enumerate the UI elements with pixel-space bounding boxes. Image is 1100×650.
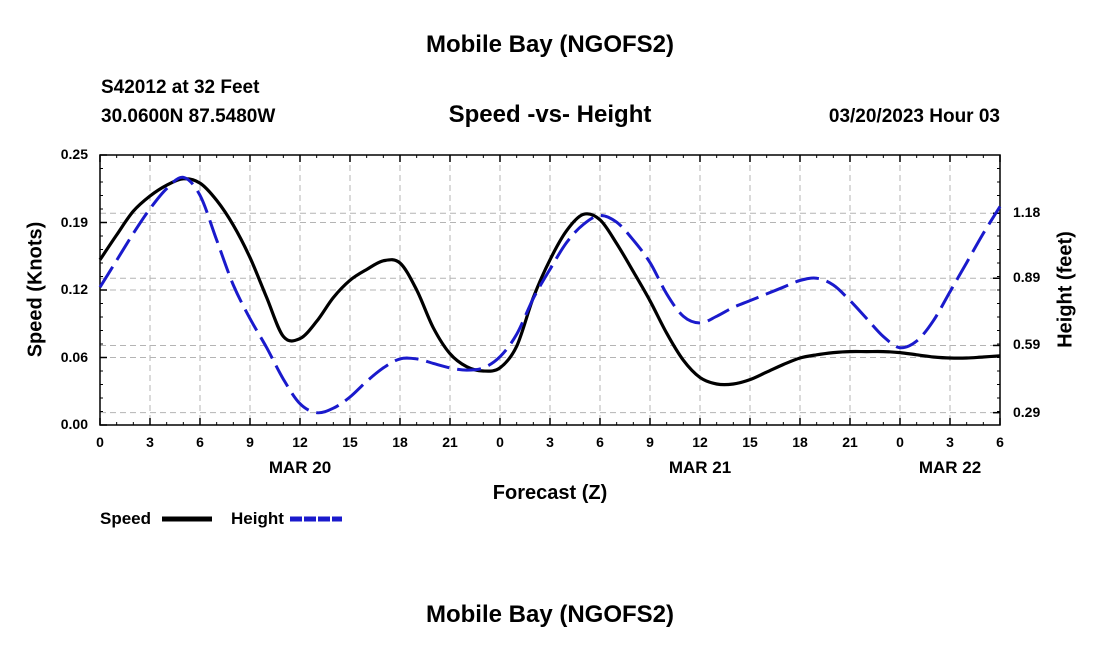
x-tick-label: 9: [246, 434, 254, 450]
x-tick-label: 9: [646, 434, 654, 450]
x-tick-label: 15: [742, 434, 758, 450]
x-tick-label: 6: [996, 434, 1004, 450]
y-tick-label: 0.00: [60, 416, 88, 432]
x-tick-label: 3: [546, 434, 554, 450]
y2-axis-label: Height (feet): [1054, 231, 1077, 348]
y-tick-label: 0.12: [60, 281, 88, 297]
station-coordinates: 30.0600N 87.5480W: [101, 106, 276, 127]
forecast-timestamp: 03/20/2023 Hour 03: [828, 106, 1000, 127]
legend-speed-swatch: [162, 516, 212, 522]
y2-tick-label: 0.59: [1013, 336, 1041, 353]
y-tick-label: 0.19: [60, 213, 88, 230]
legend-height-swatch: [290, 516, 342, 522]
legend-height-label: Height: [231, 509, 284, 528]
y2-tick-label: 1.18: [1013, 204, 1041, 221]
grid-lines: [100, 155, 1000, 425]
x-tick-label: 6: [196, 434, 204, 450]
x-tick-label: 12: [692, 434, 708, 450]
x-tick-label: 0: [496, 434, 504, 450]
y2-tick-label: 0.89: [1013, 269, 1041, 286]
y-axis-label: Speed (Knots): [24, 221, 47, 358]
date-label: MAR 22: [918, 458, 982, 477]
date-label: MAR 21: [668, 458, 732, 477]
x-tick-label: 3: [146, 434, 154, 450]
series-line-height: [98, 175, 1002, 415]
chart-title: Speed -vs- Height: [448, 101, 652, 128]
x-tick-label: 3: [946, 434, 954, 450]
footer-title: Mobile Bay (NGOFS2): [425, 601, 675, 628]
x-tick-label: 18: [792, 434, 808, 450]
x-tick-label: 0: [96, 434, 104, 450]
y2-tick-label: 0.29: [1013, 403, 1041, 420]
page-title: Mobile Bay (NGOFS2): [425, 31, 675, 58]
x-tick-label: 6: [596, 434, 604, 450]
x-tick-label: 21: [442, 434, 458, 450]
plot-frame: [99, 154, 1001, 426]
date-label: MAR 20: [268, 458, 332, 477]
x-tick-label: 18: [392, 434, 408, 450]
x-tick-label: 0: [896, 434, 904, 450]
legend-speed-label: Speed: [100, 509, 152, 528]
x-axis-label: Forecast (Z): [492, 482, 608, 504]
y-tick-label: 0.25: [60, 146, 88, 162]
x-tick-label: 12: [292, 434, 308, 450]
station-depth: S42012 at 32 Feet: [101, 77, 260, 98]
series-line-speed: [98, 177, 1001, 387]
y-tick-label: 0.06: [60, 348, 88, 365]
x-tick-label: 15: [342, 434, 358, 450]
x-tick-label: 21: [842, 434, 858, 450]
